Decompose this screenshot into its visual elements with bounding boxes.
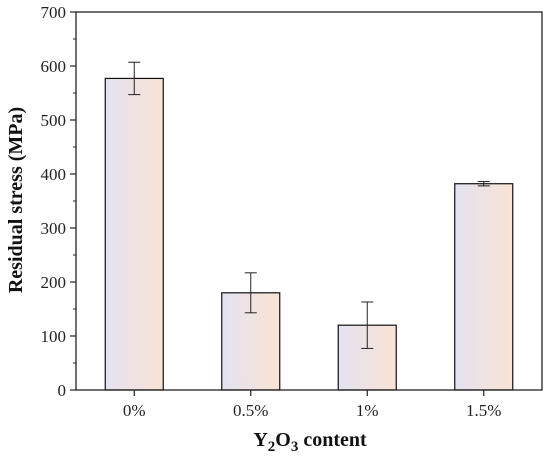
x-axis: 0% 0.5% 1% 1.5% — [123, 390, 501, 420]
x-tick-label-3: 1.5% — [466, 401, 501, 420]
bar-3 — [454, 183, 514, 391]
x-axis-title-sub2: 3 — [291, 439, 299, 455]
x-tick-label-2: 1% — [356, 401, 379, 420]
x-tick-label-0: 0% — [123, 401, 146, 420]
y-tick-label: 300 — [41, 219, 67, 238]
y-tick-label: 500 — [41, 111, 67, 130]
x-axis-title-o: O — [275, 429, 291, 451]
y-axis-title: Residual stress (MPa) — [5, 107, 27, 293]
bars-layer — [104, 77, 514, 391]
error-bars-layer — [128, 61, 490, 349]
x-axis-title-sub1: 2 — [268, 439, 276, 455]
x-axis-title-y: Y — [253, 429, 268, 451]
y-tick-label: 0 — [58, 381, 67, 400]
error-bar-0 — [128, 61, 141, 96]
y-tick-label: 600 — [41, 57, 67, 76]
error-bar-3 — [477, 181, 490, 187]
x-axis-title-rest: content — [298, 429, 367, 451]
y-tick-label: 100 — [41, 327, 67, 346]
y-tick-label: 200 — [41, 273, 67, 292]
x-axis-title: Y2O3 content — [253, 429, 367, 455]
y-tick-label: 700 — [41, 3, 67, 22]
x-tick-label-1: 0.5% — [233, 401, 268, 420]
error-bar-2 — [361, 301, 374, 349]
y-axis: 0 100 200 300 400 500 600 700 — [41, 3, 76, 400]
bar-0 — [104, 77, 164, 391]
y-tick-label: 400 — [41, 165, 67, 184]
error-bar-1 — [244, 272, 257, 314]
